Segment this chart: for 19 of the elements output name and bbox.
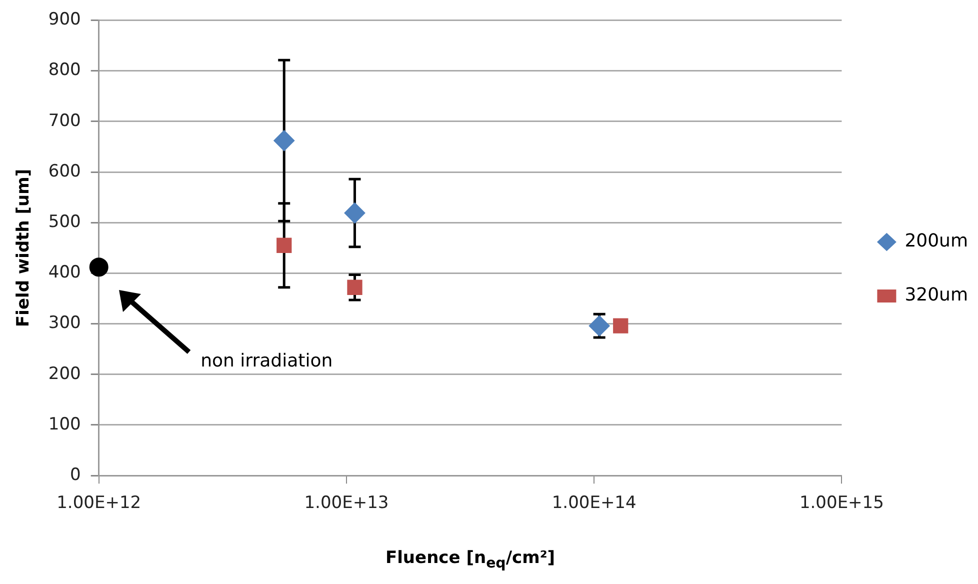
y-tick-label: 200 bbox=[48, 364, 81, 384]
y-tick-label: 800 bbox=[48, 60, 81, 80]
y-tick-label: 500 bbox=[48, 212, 81, 232]
x-tick-label: 1.00E+12 bbox=[56, 493, 142, 514]
x-tick-label: 1.00E+15 bbox=[799, 493, 884, 514]
y-axis-title: Field width [um] bbox=[14, 168, 34, 327]
y-tick-label: 0 bbox=[70, 465, 81, 486]
y-tick-label: 700 bbox=[48, 110, 81, 131]
legend-label: 200um bbox=[904, 230, 968, 252]
y-tick-label: 900 bbox=[48, 10, 81, 30]
x-axis-title: Fluence [n$_{eq}$/cm²] bbox=[385, 548, 556, 572]
x-tick-label: 1.00E+13 bbox=[304, 493, 389, 514]
x-tick-label: 1.00E+14 bbox=[552, 493, 636, 514]
y-tick-label: 100 bbox=[48, 414, 81, 434]
y-tick-label: 400 bbox=[48, 262, 81, 283]
y-tick-label: 300 bbox=[48, 313, 81, 334]
annotation: non irradiation bbox=[200, 350, 333, 372]
legend-label: 320um bbox=[904, 284, 968, 306]
y-tick-label: 600 bbox=[48, 161, 81, 182]
